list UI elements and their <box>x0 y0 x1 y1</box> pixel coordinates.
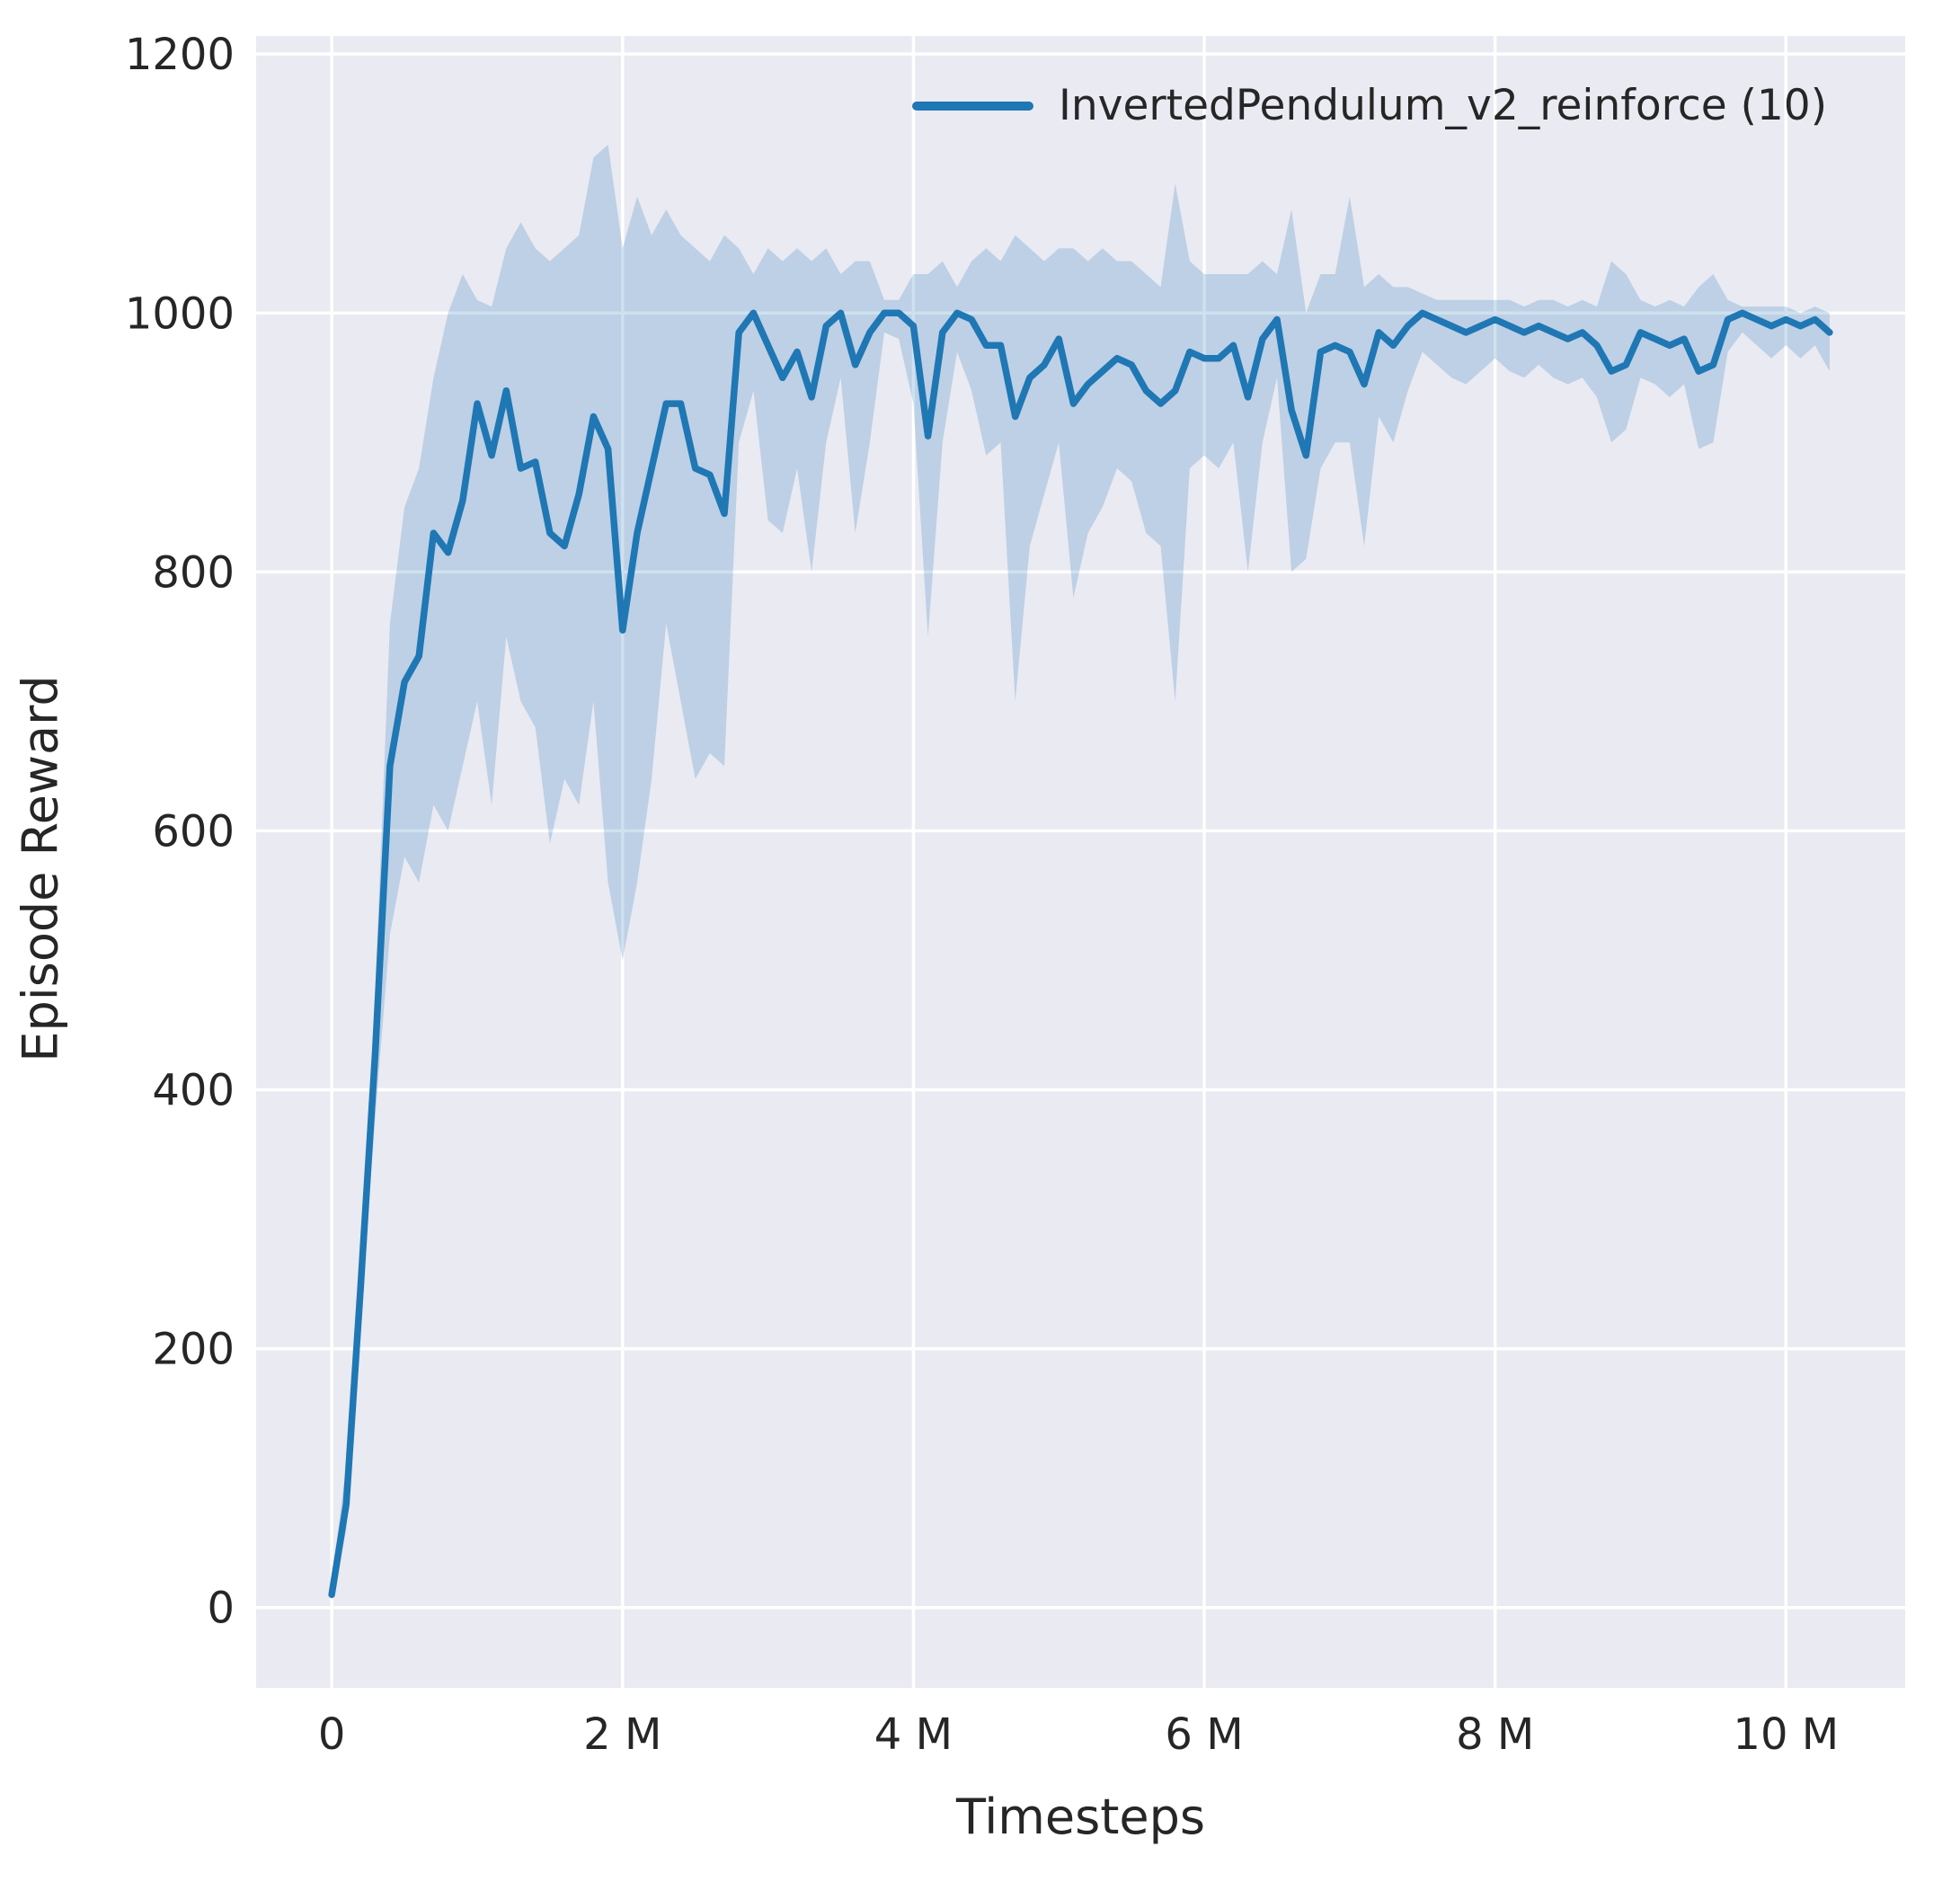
x-axis-label: Timesteps <box>955 1789 1206 1845</box>
y-tick-label: 0 <box>207 1584 235 1634</box>
y-tick-label: 1000 <box>125 289 235 339</box>
x-tick-label: 6 M <box>1165 1709 1243 1760</box>
y-axis-label: Episode Reward <box>12 675 69 1062</box>
x-tick-label: 10 M <box>1733 1709 1839 1760</box>
y-tick-label: 1200 <box>125 30 235 80</box>
x-tick-label: 2 M <box>583 1709 661 1760</box>
mean-line <box>328 309 1833 1599</box>
confidence-band <box>332 145 1830 1602</box>
y-tick-label: 400 <box>152 1066 235 1116</box>
legend-line-swatch-icon <box>912 101 1033 111</box>
y-tick-label: 800 <box>152 547 235 598</box>
legend-label: InvertedPendulum_v2_reinforce (10) <box>1059 81 1828 130</box>
plot-panel <box>256 36 1905 1688</box>
x-tick-label: 4 M <box>874 1709 953 1760</box>
legend: InvertedPendulum_v2_reinforce (10) <box>912 81 1827 130</box>
y-tick-label: 600 <box>152 806 235 857</box>
y-tick-label: 200 <box>152 1325 235 1375</box>
x-tick-label: 8 M <box>1456 1709 1534 1760</box>
x-tick-label: 0 <box>318 1709 346 1760</box>
